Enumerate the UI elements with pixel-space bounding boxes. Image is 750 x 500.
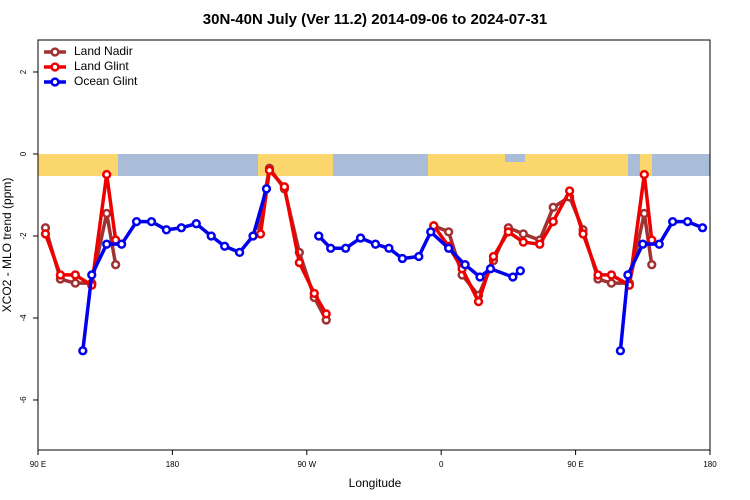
data-point xyxy=(70,270,80,280)
x-tick-label: 180 xyxy=(703,460,717,469)
y-axis-label: XCO2 - MLO trend (ppm) xyxy=(0,178,14,313)
data-point xyxy=(460,260,470,270)
data-point xyxy=(309,288,319,299)
data-point xyxy=(248,231,258,241)
data-point xyxy=(535,239,545,249)
x-tick-label: 90 W xyxy=(297,460,316,469)
legend-label: Land Nadir xyxy=(74,44,133,58)
y-tick-label: -4 xyxy=(19,314,28,322)
data-point xyxy=(116,239,127,249)
data-point xyxy=(87,270,97,280)
data-point xyxy=(146,216,157,227)
data-point xyxy=(639,208,649,219)
surface-map-strip xyxy=(38,154,710,176)
chart-title: 30N-40N July (Ver 11.2) 2014-09-06 to 20… xyxy=(203,11,547,28)
data-point xyxy=(102,239,112,249)
legend-marker xyxy=(50,62,60,72)
data-point xyxy=(340,243,351,253)
data-point xyxy=(70,278,80,288)
data-point xyxy=(397,253,408,264)
data-point xyxy=(370,239,381,249)
data-point xyxy=(294,257,304,268)
land-band xyxy=(38,154,118,176)
x-tick-label: 180 xyxy=(166,460,180,469)
data-point xyxy=(176,223,187,233)
data-point xyxy=(444,243,454,253)
data-point xyxy=(206,231,216,241)
data-point xyxy=(654,239,664,249)
legend-label: Ocean Glint xyxy=(74,74,138,88)
data-point xyxy=(623,270,633,280)
data-point xyxy=(220,241,230,251)
data-point xyxy=(279,182,290,192)
plot-frame xyxy=(37,39,711,451)
legend-marker xyxy=(50,47,60,57)
data-point xyxy=(639,169,649,180)
data-point xyxy=(503,227,514,237)
data-point xyxy=(40,229,51,239)
data-point xyxy=(131,216,142,227)
data-point xyxy=(518,237,528,247)
data-point xyxy=(314,231,324,241)
data-point xyxy=(426,227,436,237)
data-point xyxy=(444,227,454,237)
data-point xyxy=(161,225,172,235)
data-point xyxy=(111,260,121,270)
series-line xyxy=(43,168,654,315)
data-point xyxy=(102,208,112,219)
ocean-band xyxy=(505,154,525,162)
data-point xyxy=(593,270,603,280)
data-point xyxy=(515,266,525,276)
x-tick-label: 0 xyxy=(439,460,444,469)
data-point xyxy=(264,165,275,176)
y-tick-label: 2 xyxy=(19,69,28,74)
data-point xyxy=(578,229,588,239)
land-band xyxy=(258,154,333,176)
data-point xyxy=(606,270,617,280)
data-point xyxy=(234,247,245,258)
series-line xyxy=(81,188,704,351)
data-point xyxy=(647,260,657,270)
data-point xyxy=(321,309,331,319)
data-point xyxy=(518,229,528,239)
data-point xyxy=(548,216,558,227)
x-tick-label: 90 E xyxy=(567,460,583,469)
data-point xyxy=(475,272,485,282)
data-point xyxy=(255,229,266,239)
data-point xyxy=(414,251,424,262)
x-tick-label: 90 E xyxy=(30,460,46,469)
data-point xyxy=(488,251,499,262)
data-point xyxy=(102,169,112,180)
data-point xyxy=(615,346,626,356)
data-point xyxy=(326,243,336,253)
data-point xyxy=(261,184,272,194)
data-point xyxy=(548,202,558,212)
data-point xyxy=(473,296,484,307)
data-point xyxy=(485,264,496,274)
data-point xyxy=(668,216,678,227)
data-point xyxy=(384,243,394,253)
data-point xyxy=(55,270,66,280)
data-point xyxy=(508,272,518,282)
data-point xyxy=(564,186,575,196)
data-point xyxy=(606,278,617,288)
x-axis-label: Longitude xyxy=(349,476,402,490)
y-tick-label: -6 xyxy=(19,396,28,404)
data-point xyxy=(682,216,693,227)
y-tick-label: -2 xyxy=(19,232,28,240)
land-band xyxy=(428,154,628,176)
data-point xyxy=(355,233,366,243)
data-point xyxy=(78,346,88,356)
data-point xyxy=(638,239,648,249)
data-point xyxy=(191,219,201,229)
data-point xyxy=(697,223,708,233)
legend-marker xyxy=(50,77,60,87)
legend-label: Land Glint xyxy=(74,59,129,73)
y-tick-label: 0 xyxy=(19,151,28,156)
